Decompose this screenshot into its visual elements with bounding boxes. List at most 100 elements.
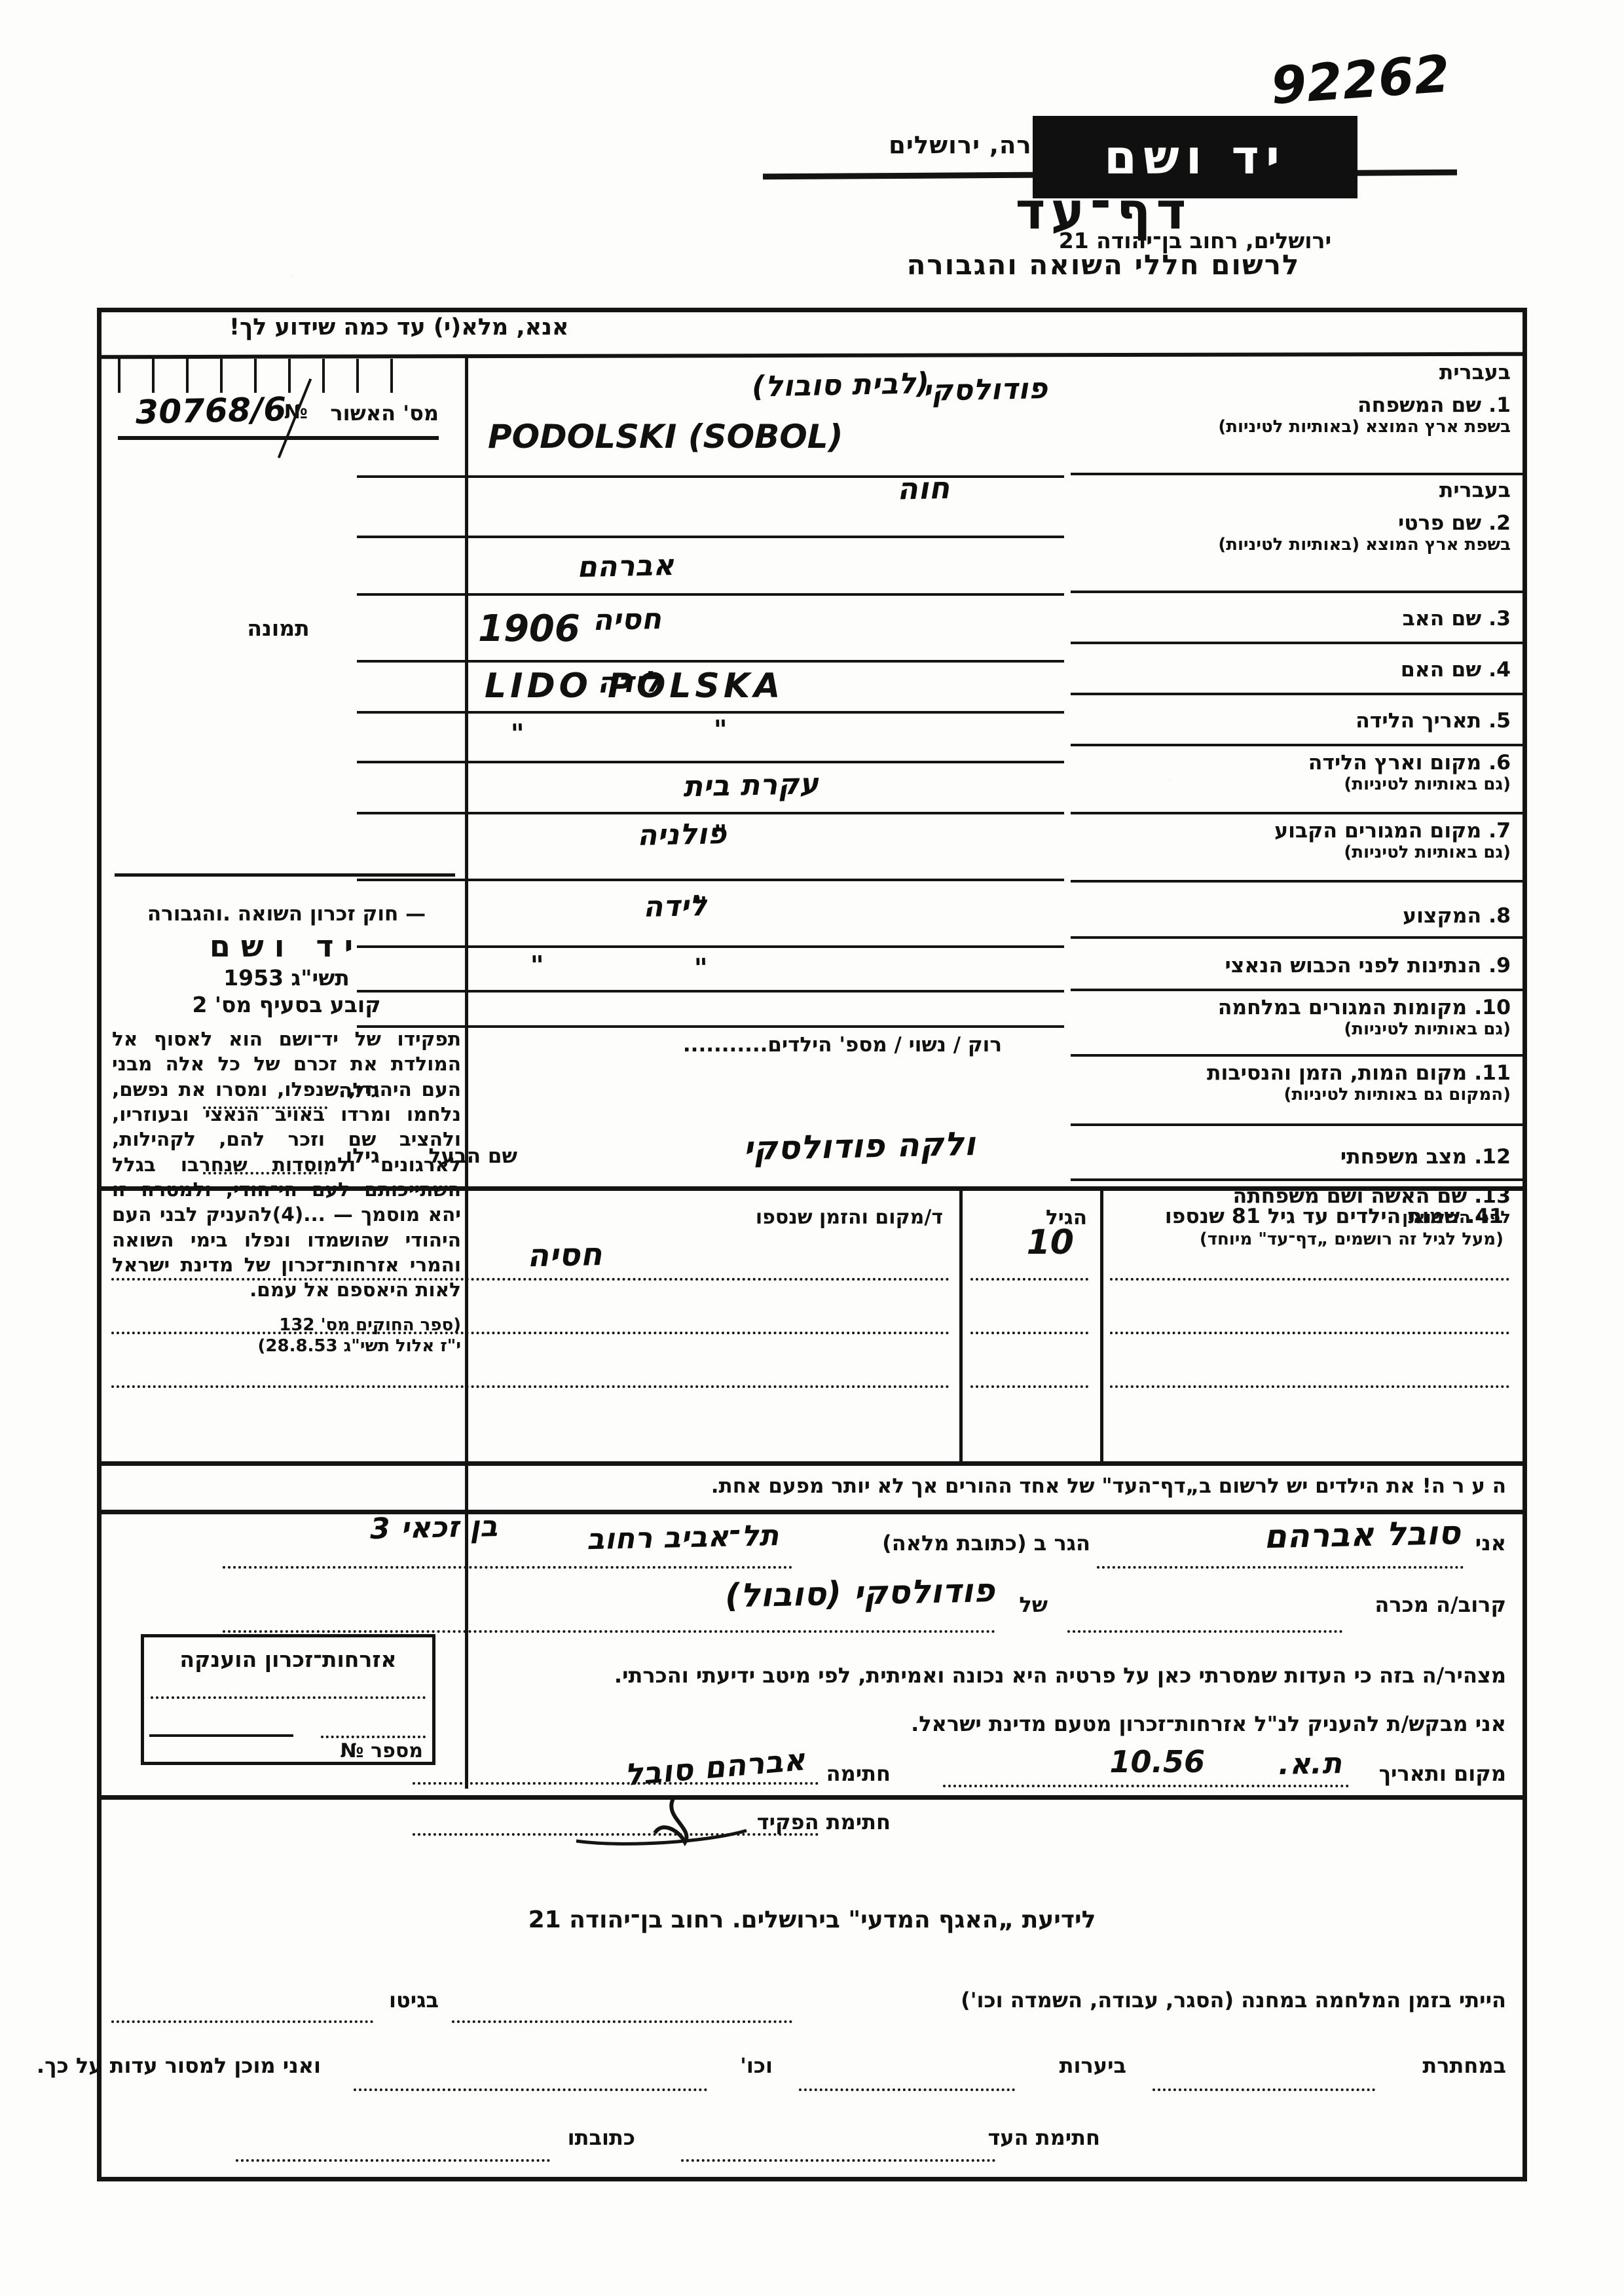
children-registration-note: ה ע ר ה! את הילדים יש לרשום ב„דף־העד" של… xyxy=(710,1474,1506,1498)
ghetto-label: בגיטו xyxy=(389,1988,439,2013)
child-row-2-place-line xyxy=(1110,1332,1509,1334)
child-row-1-age-line xyxy=(970,1278,1088,1281)
husband-name-value: ולקה פודולסקי xyxy=(743,1125,976,1168)
field-row-8: 8. המקצוע xyxy=(1071,883,1522,939)
field-1-value-maiden: (לבית סובול) xyxy=(751,367,931,404)
declaration-name-line xyxy=(1097,1566,1464,1569)
law-heading: — חוק זכרון השואה .והגבורה xyxy=(147,902,426,926)
write-rule-9 xyxy=(357,945,1064,948)
lower-section-divider xyxy=(101,1795,1522,1800)
child-row-1-age-value: 10 xyxy=(1026,1223,1074,1262)
clerk-signature-line xyxy=(413,1833,819,1836)
field-9-label: 9. הנתינות לפני הכבוש הנאצי xyxy=(1225,954,1511,977)
field-11-value-ditto-2: " xyxy=(530,951,545,981)
field-label-column: בעברית 1. שם המשפחה בשפת ארץ המוצא (באות… xyxy=(1064,357,1522,1271)
field-3-value: אברהם xyxy=(576,549,675,585)
declaration-address-value-2: בן זכאי 3 xyxy=(369,1510,498,1546)
field-12-label: 12. מצב משפחתי xyxy=(1340,1145,1511,1169)
law-section: קובע בסעיף מס' 2 xyxy=(192,992,381,1017)
form-frame xyxy=(97,308,1527,2181)
declaration-statement: מצהיר/ה בזה כי העדות שמסרתי כאן על פרטיה… xyxy=(614,1663,1506,1688)
forests-answer-line xyxy=(799,2088,1015,2091)
field-7-value-latin: " xyxy=(510,719,525,750)
law-name: יד ושם xyxy=(209,928,364,964)
camp-answer-line xyxy=(452,2020,792,2023)
field-1-prefix: בעברית xyxy=(1439,361,1511,384)
left-column xyxy=(101,357,468,1789)
witness-signature-label: חתימת העד xyxy=(987,2125,1100,2150)
place-date-line xyxy=(943,1785,1349,1787)
wife-age-label: גילה xyxy=(338,1079,380,1102)
field-8-label: 8. המקצוע xyxy=(1403,904,1511,928)
etc-answer-line xyxy=(354,2088,707,2091)
wife-age-line xyxy=(203,1106,327,1109)
field-14-label: 14. שמות הילדים עד גיל 18 שנספו (מעל לגי… xyxy=(1107,1205,1513,1250)
child-row-3-name-line xyxy=(111,1385,950,1388)
field-row-5: 5. תאריך הלידה xyxy=(1071,695,1522,746)
children-table-col-divider-1 xyxy=(1100,1186,1103,1461)
declaration-address-value: תל־אביב רחוב xyxy=(586,1519,780,1557)
child-row-3-place-line xyxy=(1110,1385,1509,1388)
citizenship-number-label: מספר № xyxy=(340,1740,423,1762)
field-4-label: 4. שם האם xyxy=(1400,658,1511,682)
write-rule-6 xyxy=(357,761,1064,763)
children-age-column-header: הגיל xyxy=(1045,1206,1087,1230)
field-2-prefix: בעברית xyxy=(1439,479,1511,502)
declaration-relation-label: קרוב/ה מכרה xyxy=(1375,1592,1506,1617)
husband-name-label: שם הבעל xyxy=(428,1144,518,1168)
citizenship-write-line-1 xyxy=(151,1696,426,1699)
law-text-block: — חוק זכרון השואה .והגבורה יד ושם תשי"ג … xyxy=(108,902,465,1357)
children-table-top-rule xyxy=(101,1186,1522,1191)
witness-address-line xyxy=(236,2159,550,2162)
field-6-label: 6. מקום וארץ הלידה xyxy=(1308,751,1511,774)
field-row-4: 4. שם האם xyxy=(1071,644,1522,695)
field-row-9: 9. הנתינות לפני הכבוש הנאצי xyxy=(1071,939,1522,991)
clerk-signature-label: חתימת הפקיד xyxy=(756,1810,891,1834)
field-13-sublabel: לפני הנ־שואין xyxy=(1402,1207,1511,1228)
forests-label: ביערות xyxy=(1059,2053,1126,2078)
child-row-1-name-line xyxy=(111,1278,950,1281)
field-row-11: 11. מקום המות, הזמן והנסיבות (המקום גם ב… xyxy=(1071,1057,1522,1126)
camp-question-label: הייתי בזמן המלחמה במחנה (הסגר, עבודה, הש… xyxy=(961,1988,1506,2013)
declaration-relation-line xyxy=(1067,1630,1342,1633)
field-1-value-latin: PODOLSKI (SOBOL) xyxy=(488,418,843,456)
law-reference-line-1: (ספר החוקים מס' 132 xyxy=(279,1315,461,1335)
field-row-12: 12. מצב משפחתי xyxy=(1071,1126,1522,1181)
declaration-declarant-name: סובל אברהם xyxy=(1263,1514,1461,1556)
place-value: ת.א. xyxy=(1278,1747,1343,1782)
citizenship-number-line xyxy=(321,1736,426,1738)
certificate-label: מס' האשור xyxy=(330,401,439,426)
write-rule-3 xyxy=(357,593,1064,596)
citizenship-box-title: אזרחות־זכרון הוענקה xyxy=(179,1647,397,1672)
children-table-col-divider-2 xyxy=(959,1186,963,1461)
certificate-number-row: מס' האשור № 30768/6 xyxy=(118,378,439,459)
field-11-label: 11. מקום המות, הזמן והנסיבות xyxy=(1207,1061,1511,1085)
field-row-6: 6. מקום וארץ הלידה (גם באותיות לטיניות) xyxy=(1071,746,1522,814)
field-row-1: בעברית 1. שם המשפחה בשפת ארץ המוצא (באות… xyxy=(1071,357,1522,475)
archive-number-handwritten: 92262 xyxy=(1268,45,1452,117)
field-6-value-latin: LIDO POLSKA xyxy=(485,666,784,706)
law-reference-line-2: י"ז אלול תשי"ג 28.8.53) xyxy=(257,1336,461,1357)
ghetto-answer-line xyxy=(111,2020,373,2023)
law-year: תשי"ג 1953 xyxy=(223,965,350,991)
write-rule-10 xyxy=(357,990,1064,993)
field-3-label: 3. שם האב xyxy=(1402,607,1511,630)
citizenship-granted-box: אזרחות־זכרון הוענקה מספר № xyxy=(141,1634,435,1765)
declaration-subject-line xyxy=(223,1630,995,1633)
witness-address-label: כתובתו xyxy=(567,2125,635,2150)
declaration-address-line xyxy=(223,1566,792,1569)
field-6-value-hebrew: לידה xyxy=(597,665,662,701)
field-11-value-ditto-1: " xyxy=(693,953,709,984)
field-1-sublabel: בשפת ארץ המוצא (באותיות לטיניות) xyxy=(1218,416,1511,437)
field-2-sublabel: בשפת ארץ המוצא (באותיות לטיניות) xyxy=(1218,534,1511,555)
declaration-subject-name: פודולסקי (סובול) xyxy=(724,1571,996,1615)
field-10-value-ditto: " xyxy=(693,892,709,922)
field-row-2: בעברית 2. שם פרטי בשפת ארץ המוצא (באותיו… xyxy=(1071,475,1522,593)
place-date-label: מקום ותאריך xyxy=(1378,1761,1506,1786)
certificate-number-value: 30768/6 xyxy=(135,390,287,431)
scientific-dept-heading: לידיעת „האגף המדעי" בירושלים. רחוב בן־יה… xyxy=(528,1906,1096,1933)
field-1-value-hebrew: פודולסקי xyxy=(922,372,1048,408)
field-14-sublabel: (מעל לגיל זה רושמים „דף־עד" מיוחד) xyxy=(1199,1229,1504,1249)
field-2-value-hebrew: חוה xyxy=(896,470,950,507)
husband-age-line xyxy=(203,1172,327,1175)
